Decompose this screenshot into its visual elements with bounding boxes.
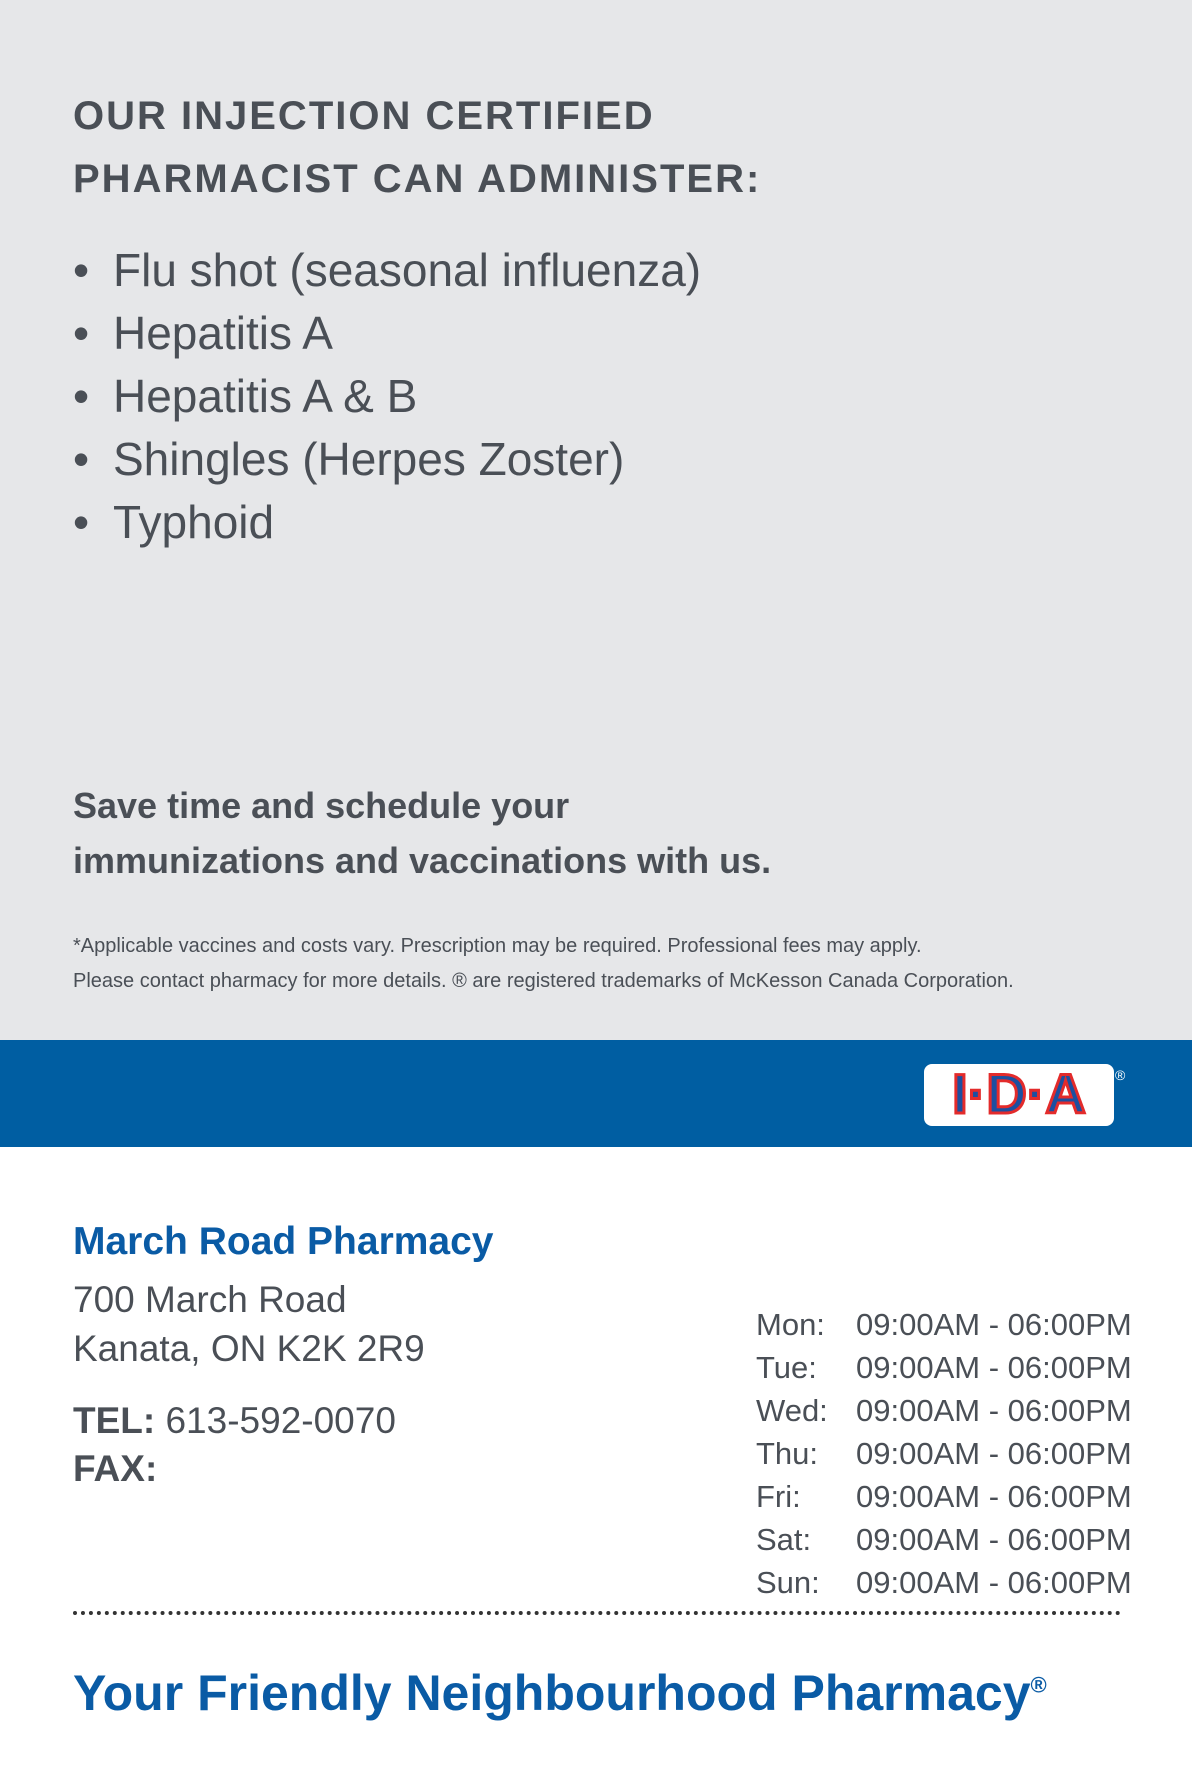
disclaimer: *Applicable vaccines and costs vary. Pre… bbox=[73, 935, 922, 957]
day: Thu: bbox=[756, 1436, 819, 1471]
fax-label: FAX: bbox=[73, 1448, 158, 1489]
pharmacy-name: March Road Pharmacy bbox=[73, 1220, 494, 1263]
service: Hepatitis A & B bbox=[113, 370, 418, 422]
logo-mark: ® bbox=[1115, 1067, 1126, 1083]
tel-label: TEL: bbox=[73, 1400, 156, 1441]
day: Tue: bbox=[756, 1350, 817, 1385]
time: 09:00AM - 06:00PM bbox=[856, 1479, 1132, 1514]
day: Mon: bbox=[756, 1307, 825, 1342]
disclaimer: Please contact pharmacy for more details… bbox=[73, 970, 1014, 992]
tagline-mark: ® bbox=[1030, 1672, 1047, 1698]
info-panel: OUR INJECTION CERTIFIED PHARMACIST CAN A… bbox=[0, 0, 1192, 1040]
service-item: • Hepatitis A & B bbox=[73, 369, 417, 423]
tel: 613-592-0070 bbox=[165, 1400, 396, 1441]
tagline: Your Friendly Neighbourhood Pharmacy® bbox=[73, 1664, 1047, 1722]
time: 09:00AM - 06:00PM bbox=[856, 1436, 1132, 1471]
brand-band: I·D·A ® bbox=[0, 1040, 1192, 1147]
time: 09:00AM - 06:00PM bbox=[856, 1307, 1132, 1342]
day: Wed: bbox=[756, 1393, 828, 1428]
bullet: • bbox=[73, 433, 90, 485]
address: 700 March Road bbox=[73, 1279, 347, 1320]
cta: immunizations and vaccinations with us. bbox=[73, 840, 772, 881]
service-item: • Shingles (Herpes Zoster) bbox=[73, 432, 624, 486]
tagline-text: Your Friendly Neighbourhood Pharmacy bbox=[73, 1665, 1031, 1721]
address: Kanata, ON K2K 2R9 bbox=[73, 1328, 425, 1369]
heading: PHARMACIST CAN ADMINISTER: bbox=[73, 157, 762, 201]
day: Fri: bbox=[756, 1479, 801, 1514]
service: Flu shot (seasonal influenza) bbox=[113, 244, 702, 296]
service-item: • Hepatitis A bbox=[73, 306, 333, 360]
divider bbox=[73, 1611, 1121, 1615]
service: Shingles (Herpes Zoster) bbox=[113, 433, 625, 485]
day: Sun: bbox=[756, 1565, 820, 1600]
cta: Save time and schedule your bbox=[73, 785, 570, 826]
bullet: • bbox=[73, 244, 90, 296]
service-item: • Typhoid bbox=[73, 495, 274, 549]
time: 09:00AM - 06:00PM bbox=[856, 1522, 1132, 1557]
heading: OUR INJECTION CERTIFIED bbox=[73, 94, 655, 138]
bullet: • bbox=[73, 307, 90, 359]
logo-text: I·D·A bbox=[952, 1062, 1086, 1125]
service-item: • Flu shot (seasonal influenza) bbox=[73, 243, 701, 297]
day: Sat: bbox=[756, 1522, 812, 1557]
logo-plate bbox=[924, 1064, 1114, 1126]
service: Hepatitis A bbox=[113, 307, 333, 359]
time: 09:00AM - 06:00PM bbox=[856, 1565, 1132, 1600]
bullet: • bbox=[73, 370, 90, 422]
time: 09:00AM - 06:00PM bbox=[856, 1350, 1132, 1385]
bullet: • bbox=[73, 496, 90, 548]
time: 09:00AM - 06:00PM bbox=[856, 1393, 1132, 1428]
service: Typhoid bbox=[113, 496, 275, 548]
logo: I·D·A ® bbox=[924, 1061, 1126, 1127]
